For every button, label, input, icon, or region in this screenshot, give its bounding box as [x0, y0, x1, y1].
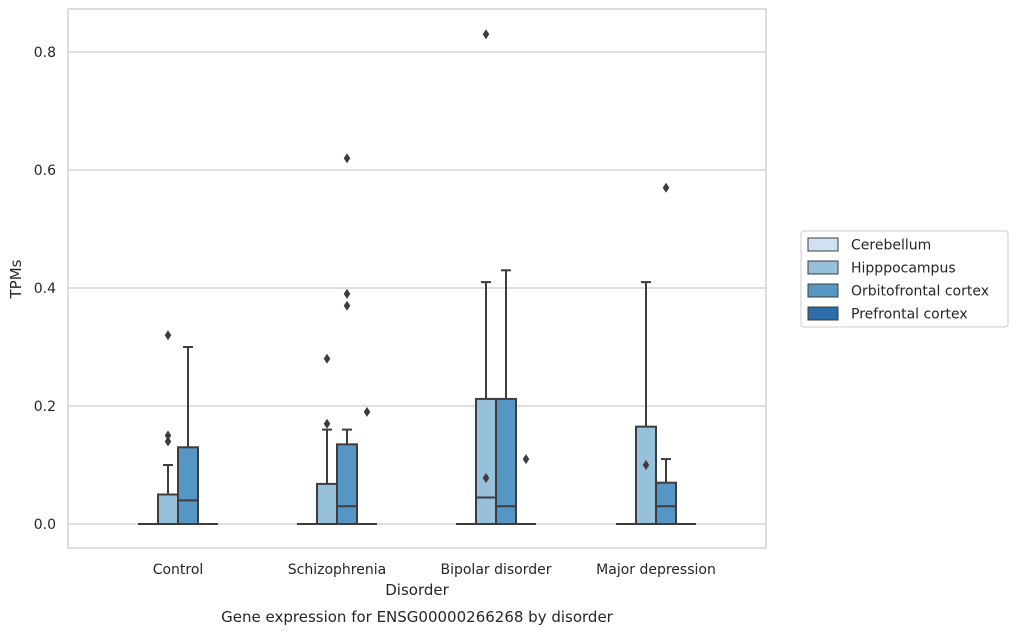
- boxes: [138, 29, 696, 526]
- y-tick-label: 0.4: [34, 281, 56, 297]
- y-axis-label: TPMs: [7, 259, 25, 299]
- outlier-point: [482, 29, 490, 40]
- legend: Cerebellum Hipppocampus Orbitofrontal cort…: [800, 230, 1009, 328]
- outlier-point: [323, 353, 331, 364]
- outlier-point: [482, 472, 490, 483]
- legend-label: Hipppocampus: [851, 261, 956, 277]
- x-tick-label: Bipolar disorder: [440, 562, 551, 578]
- outlier-point: [164, 436, 172, 447]
- box-body: [177, 446, 199, 525]
- outlier-point: [662, 182, 670, 193]
- outlier-point: [343, 153, 351, 164]
- y-tick-label: 0.6: [34, 163, 56, 179]
- box-group: [357, 406, 377, 525]
- x-tick-label: Major depression: [596, 562, 716, 578]
- x-axis-label: Disorder: [385, 581, 449, 599]
- outlier-point: [343, 288, 351, 299]
- box-body: [655, 481, 677, 526]
- outlier-point: [522, 454, 530, 465]
- chart-caption: Gene expression for ENSG00000266268 by d…: [221, 608, 614, 626]
- x-tick-label: Control: [153, 562, 204, 578]
- outlier-point: [164, 330, 172, 341]
- plot-frame: [67, 8, 767, 549]
- legend-swatch: [807, 283, 839, 298]
- box-body: [316, 482, 338, 526]
- box-group: [495, 269, 517, 526]
- legend-label: Cerebellum: [851, 238, 931, 254]
- x-ticks: Control Schizophrenia Bipolar disorder Majo…: [153, 562, 716, 578]
- outlier-point: [642, 460, 650, 470]
- box-body: [336, 443, 358, 526]
- box-group: [655, 182, 677, 526]
- y-tick-label: 0.2: [34, 399, 56, 415]
- y-ticks: 0.0 0.2 0.4 0.6 0.8: [34, 45, 56, 533]
- plot-background: [68, 9, 766, 548]
- y-tick-label: 0.0: [34, 517, 56, 533]
- box-body: [495, 397, 517, 526]
- x-tick-label: Schizophrenia: [288, 562, 386, 578]
- legend-label: Prefrontal cortex: [851, 307, 968, 323]
- outlier-point: [164, 430, 172, 441]
- box-group: [177, 346, 199, 525]
- outlier-point: [323, 418, 331, 429]
- legend-label: Orbitofrontal cortex: [851, 284, 989, 300]
- box-body: [475, 397, 497, 526]
- box-group: [475, 29, 497, 526]
- box-group: [336, 153, 358, 526]
- outlier-point: [363, 406, 371, 417]
- legend-swatch: [807, 260, 839, 275]
- box-body: [635, 425, 657, 525]
- legend-swatch: [807, 237, 839, 252]
- box-group: [316, 353, 338, 526]
- box-group: [516, 454, 536, 525]
- outlier-point: [343, 300, 351, 311]
- legend-frame: [800, 230, 1009, 328]
- y-tick-label: 0.8: [34, 45, 56, 61]
- box-group: [635, 281, 657, 525]
- box-body: [157, 493, 179, 525]
- legend-swatch: [807, 306, 839, 321]
